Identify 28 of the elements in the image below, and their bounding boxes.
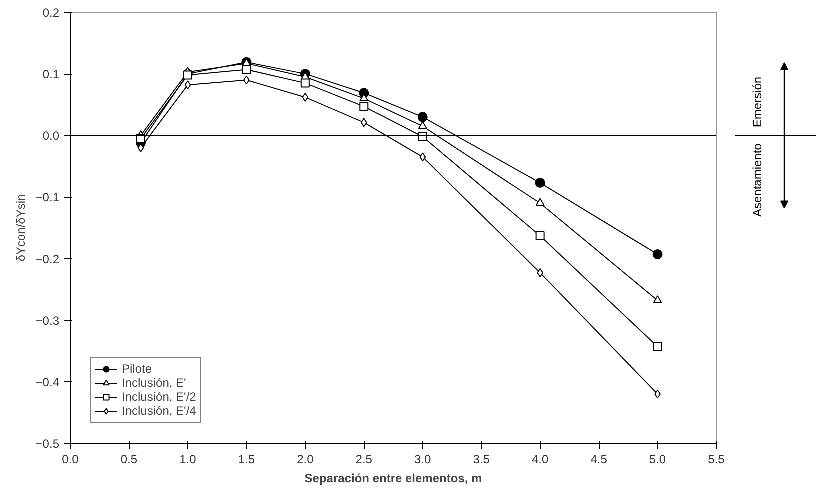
x-tick-label: 1.5: [238, 452, 256, 466]
legend-label: Inclusión, E'/4: [122, 404, 196, 418]
legend-label: Pilote: [122, 362, 152, 376]
x-tick-label: 4.0: [532, 452, 549, 466]
legend-label: Inclusión, E': [122, 376, 186, 390]
x-tick-label: 0.5: [120, 452, 138, 466]
y-tick-label: −0.4: [36, 375, 60, 390]
y-tick-label: −0.3: [36, 314, 60, 328]
x-tick-label: 1.0: [180, 452, 197, 466]
x-tick-label: 3.0: [414, 452, 432, 466]
y-tick-label: 0.0: [42, 129, 60, 144]
y-axis-title: δYcon/δYsin: [14, 194, 28, 262]
y-tick-label: −0.2: [36, 252, 60, 266]
y-tick-label: −0.5: [36, 437, 60, 451]
x-tick-label: 2.5: [356, 452, 373, 466]
x-tick-label: 0.0: [62, 452, 80, 466]
text: Asentamiento: [750, 143, 764, 218]
text: Emersión: [750, 76, 764, 128]
y-tick-label: 0.2: [42, 6, 60, 20]
x-tick-label: 5.0: [649, 452, 666, 466]
y-tick-label: 0.1: [42, 68, 60, 82]
x-tick-label: 2.0: [297, 452, 314, 466]
legend-label: Inclusión, E'/2: [122, 390, 196, 404]
y-tick-label: −0.1: [36, 190, 60, 205]
x-tick-label: 5.5: [708, 452, 726, 466]
x-axis-title: Separación entre elementos, m: [304, 472, 482, 486]
x-tick-label: 3.5: [473, 452, 490, 466]
x-tick-label: 4.5: [590, 452, 608, 466]
